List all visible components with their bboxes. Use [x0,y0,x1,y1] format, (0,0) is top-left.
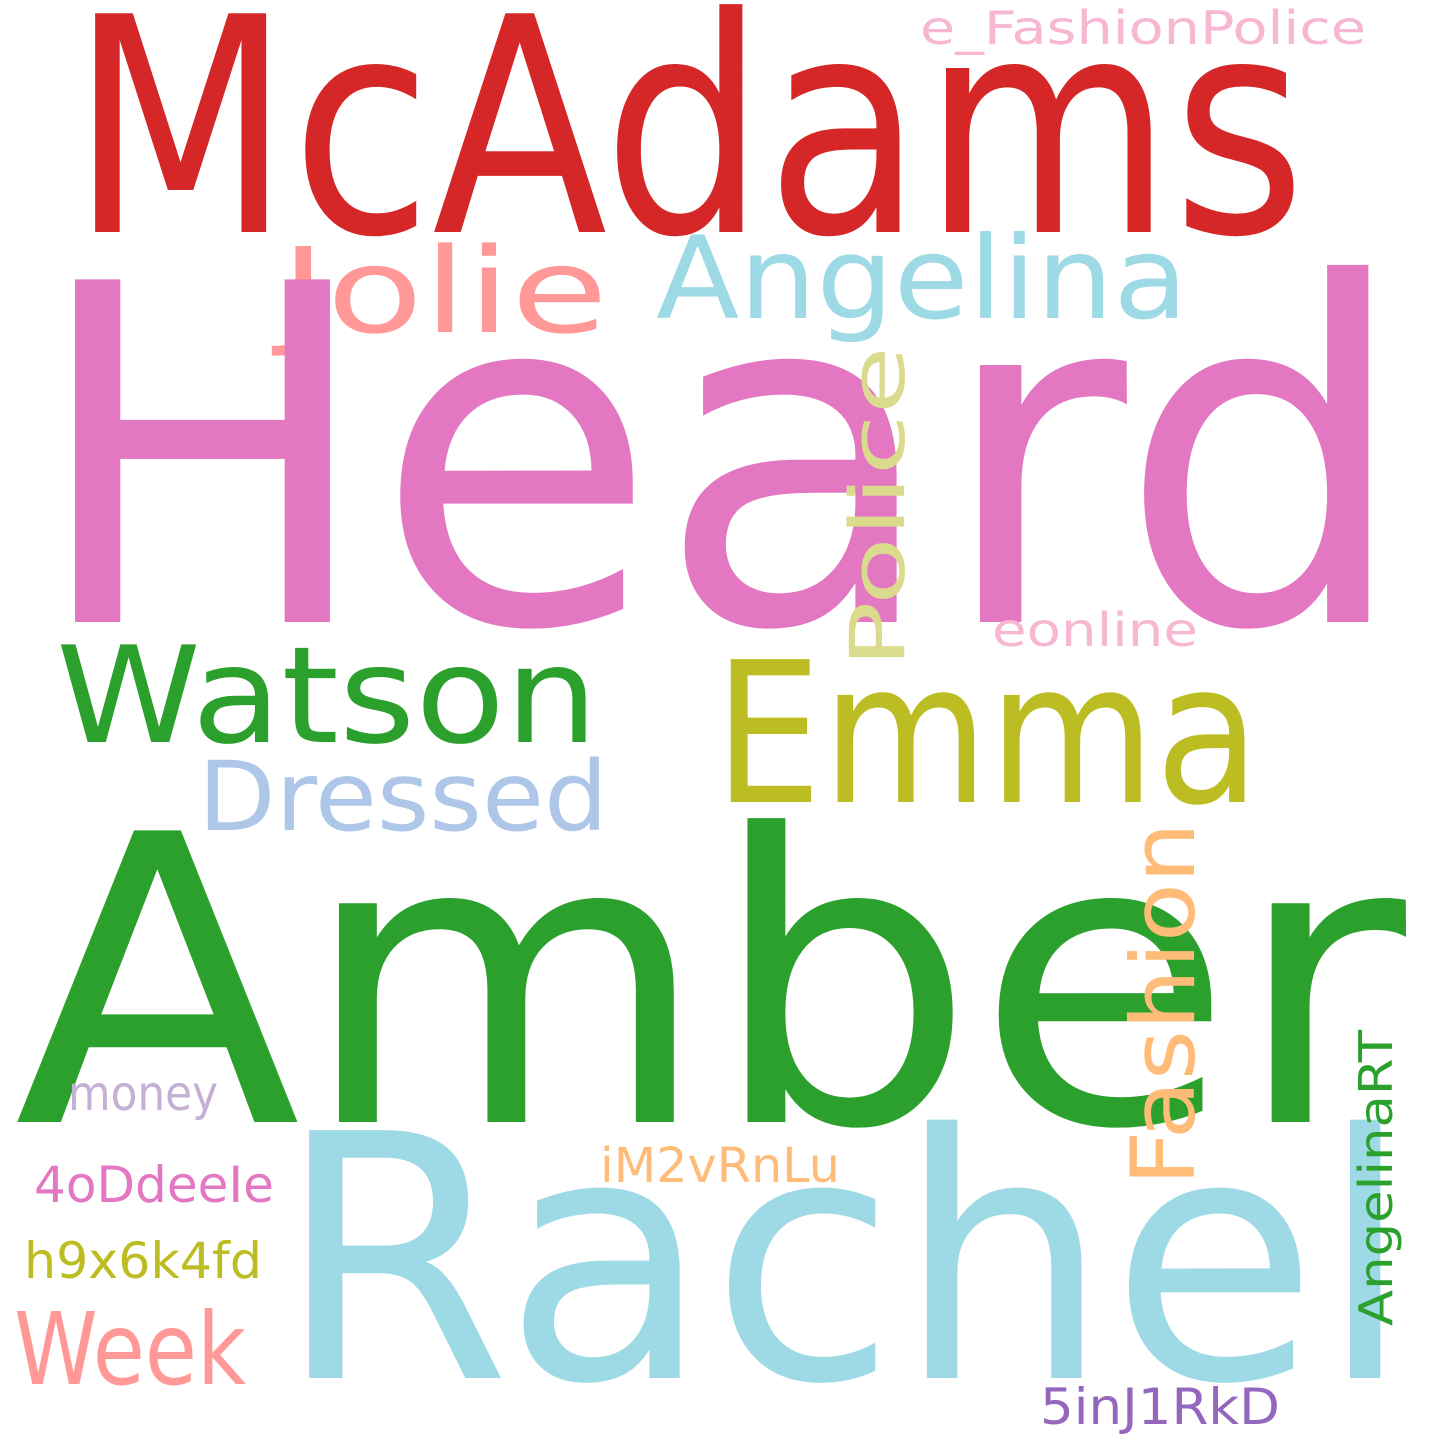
word-dressed: Dressed [198,741,608,853]
word-fashion: Fashion [1112,822,1215,1186]
word-watson: Watson [56,618,598,774]
word-im2vrnlu: iM2vRnLu [600,1138,840,1194]
word-angelinart: AngelinaRT [1349,1029,1403,1326]
word-money: money [68,1066,218,1122]
word-week: Week [14,1291,246,1408]
word-e-fashionpolice: e_FashionPolice [920,1,1366,55]
word-h9x6k4fd: h9x6k4fd [24,1232,262,1290]
word-5inj1rkd: 5inJ1RkD [1040,1378,1280,1436]
word-eonline: eonline [992,603,1198,657]
word-police: Police [833,346,922,668]
word-jolie: Jolie [271,222,608,360]
word-mcadams: McAdams [70,0,1306,303]
word-angelina: Angelina [656,212,1188,345]
word-heard: Heard [30,186,1410,733]
word-rachel: Rachel [276,1063,1412,1440]
word-4oddeeie: 4oDdeeIe [34,1156,274,1214]
word-emma: Emma [714,621,1260,849]
word-amber: Amber [14,752,1411,1217]
